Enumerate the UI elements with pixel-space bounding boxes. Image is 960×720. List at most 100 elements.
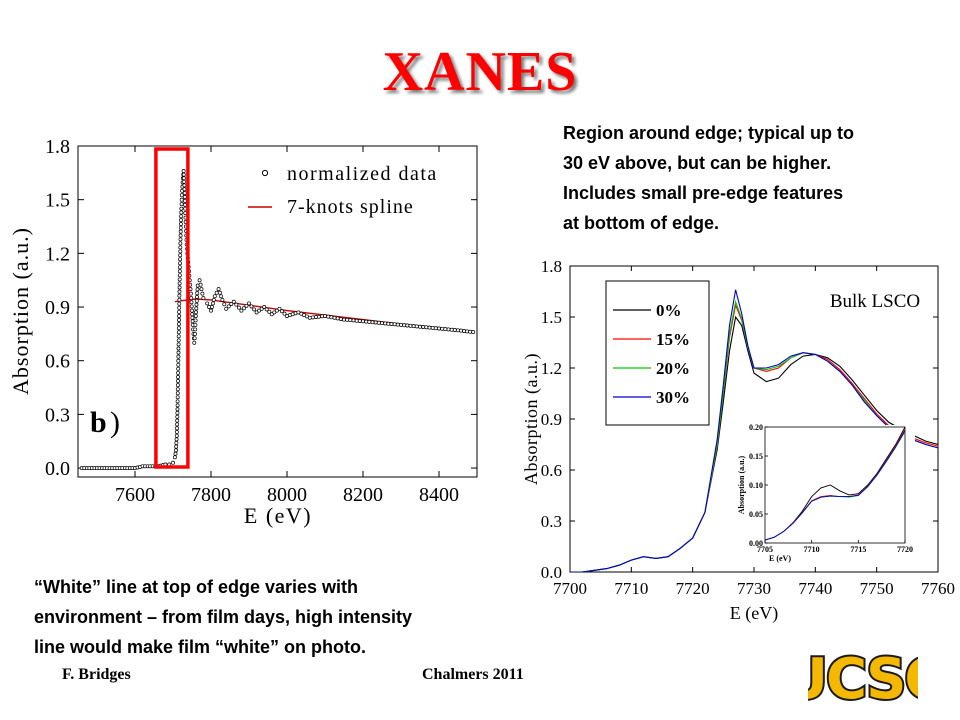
data-point-marker: [182, 183, 187, 188]
data-point-marker: [217, 290, 222, 295]
data-point-marker: [257, 308, 262, 313]
note-line: “White” line at top of edge varies with: [34, 577, 359, 597]
data-point-marker: [189, 296, 194, 301]
data-point-marker: [437, 326, 441, 331]
data-point-marker: [212, 294, 217, 299]
data-point-marker: [414, 324, 419, 329]
data-point-marker: [236, 305, 241, 310]
data-point-marker: [193, 322, 198, 327]
data-point-marker: [282, 311, 287, 316]
series-line: [570, 289, 938, 572]
data-point-marker: [194, 306, 199, 311]
inset-background: [743, 425, 915, 565]
data-point-marker: [177, 273, 182, 278]
inset-x-tick-label: 7705: [757, 545, 773, 554]
data-point-marker: [178, 222, 183, 226]
y-tick-label: 1.5: [541, 308, 562, 327]
data-point-marker: [176, 342, 181, 347]
data-point-marker: [177, 285, 182, 290]
legend-label: 20%: [656, 359, 690, 378]
data-point-marker: [179, 210, 184, 215]
data-point-marker: [231, 299, 236, 304]
y-tick-label: 0.0: [541, 563, 562, 582]
data-point-marker: [176, 379, 180, 383]
data-point-marker: [179, 206, 184, 211]
data-point-marker: [192, 340, 197, 345]
data-point-marker: [323, 314, 327, 318]
data-point-marker: [175, 426, 179, 431]
data-point-marker: [380, 321, 384, 326]
x-axis-label: E (eV): [244, 503, 312, 528]
data-point-marker: [178, 241, 183, 246]
data-point-marker: [178, 229, 183, 234]
data-point-marker: [345, 317, 350, 322]
inset-x-tick-label: 7710: [804, 545, 820, 554]
data-point-marker: [405, 323, 410, 328]
data-point-marker: [175, 407, 180, 412]
data-point-marker: [179, 202, 184, 207]
data-point-marker: [175, 391, 180, 396]
data-point-marker: [383, 321, 388, 326]
data-point-marker: [182, 195, 187, 199]
data-point-marker: [174, 448, 178, 453]
x-tick-label: 7760: [921, 579, 955, 598]
data-point-marker: [183, 202, 187, 207]
plot-area: [79, 169, 476, 471]
x-tick-label: 8000: [267, 484, 307, 506]
data-point-marker: [182, 176, 186, 181]
panel-label: b: [90, 406, 107, 439]
legend-marker-data: [261, 169, 269, 177]
data-point-marker: [210, 301, 215, 306]
legend-box: [605, 280, 710, 426]
data-point-marker: [411, 324, 416, 329]
data-point-marker: [197, 278, 202, 283]
data-point-marker: [264, 307, 269, 312]
data-point-marker: [267, 309, 272, 314]
data-point-marker: [190, 315, 195, 320]
x-tick-label: 7600: [115, 484, 155, 506]
data-point-marker: [174, 430, 179, 434]
data-point-marker: [234, 302, 239, 307]
data-point-marker: [195, 295, 199, 299]
y-tick-label: 1.8: [541, 257, 562, 276]
data-point-marker: [272, 310, 277, 315]
data-point-marker: [446, 327, 451, 332]
data-point-marker: [316, 314, 321, 319]
data-point-marker: [399, 322, 403, 327]
data-point-marker: [174, 437, 179, 442]
data-point-marker: [443, 327, 448, 332]
data-point-marker: [176, 350, 181, 355]
data-point-marker: [193, 327, 198, 332]
data-point-marker: [326, 314, 331, 319]
data-point-marker: [177, 293, 182, 298]
data-point-marker: [332, 315, 337, 320]
data-point-marker: [181, 169, 186, 173]
inset-y-tick-label: 0.00: [749, 539, 763, 548]
data-point-marker: [176, 322, 181, 327]
x-tick-label: 7720: [676, 579, 710, 598]
data-point-marker: [459, 328, 463, 333]
data-point-marker: [194, 298, 199, 303]
data-point-marker: [249, 304, 254, 309]
logo-text: UCSC: [808, 647, 918, 708]
data-point-marker: [367, 319, 372, 324]
data-point-marker: [178, 245, 183, 250]
data-point-marker: [226, 304, 231, 309]
data-point-marker: [172, 455, 177, 460]
data-point-marker: [252, 307, 257, 312]
data-point-marker: [178, 225, 183, 230]
data-point-marker: [193, 314, 198, 318]
note-line: 30 eV above, but can be higher.: [563, 153, 832, 173]
data-point-marker: [430, 325, 435, 330]
inset-x-axis-label: E (eV): [769, 554, 791, 563]
data-point-marker: [179, 193, 184, 198]
data-point-marker: [395, 322, 400, 327]
inset-series-line: [765, 430, 905, 541]
note-line: line would make film “white” on photo.: [34, 637, 367, 657]
data-point-marker: [177, 269, 182, 274]
data-point-marker: [241, 306, 246, 311]
data-point-marker: [220, 297, 225, 302]
data-point-marker: [418, 324, 422, 329]
data-point-marker: [209, 305, 214, 309]
data-point-marker: [342, 317, 346, 322]
